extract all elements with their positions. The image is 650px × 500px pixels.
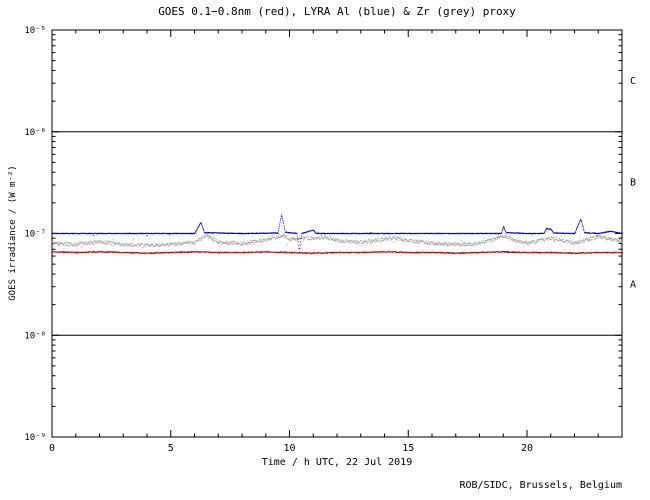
series-goes bbox=[52, 250, 623, 255]
x-tick-label: 15 bbox=[402, 443, 414, 454]
flux-class-label: B bbox=[630, 178, 636, 189]
series-lyra-al bbox=[52, 214, 623, 253]
x-tick-label: 0 bbox=[49, 443, 55, 454]
credit-text: ROB/SIDC, Brussels, Belgium bbox=[459, 480, 622, 491]
chart-title: GOES 0.1−0.8nm (red), LYRA Al (blue) & Z… bbox=[158, 5, 516, 18]
x-tick-label: 20 bbox=[521, 443, 533, 454]
y-tick-label: 10⁻⁶ bbox=[24, 128, 46, 138]
y-axis-label: GOES irradiance / (W m⁻²) bbox=[8, 165, 18, 301]
flux-class-label: A bbox=[630, 279, 636, 290]
y-tick-label: 10⁻⁷ bbox=[24, 230, 46, 240]
series-lyra-zr bbox=[52, 232, 623, 250]
y-tick-label: 10⁻⁵ bbox=[24, 26, 46, 36]
y-tick-label: 10⁻⁹ bbox=[24, 433, 46, 443]
y-tick-label: 10⁻⁸ bbox=[24, 331, 46, 341]
x-tick-label: 10 bbox=[283, 443, 295, 454]
x-axis-label: Time / h UTC, 22 Jul 2019 bbox=[261, 457, 413, 468]
flux-class-label: C bbox=[630, 76, 636, 87]
x-tick-label: 5 bbox=[168, 443, 174, 454]
